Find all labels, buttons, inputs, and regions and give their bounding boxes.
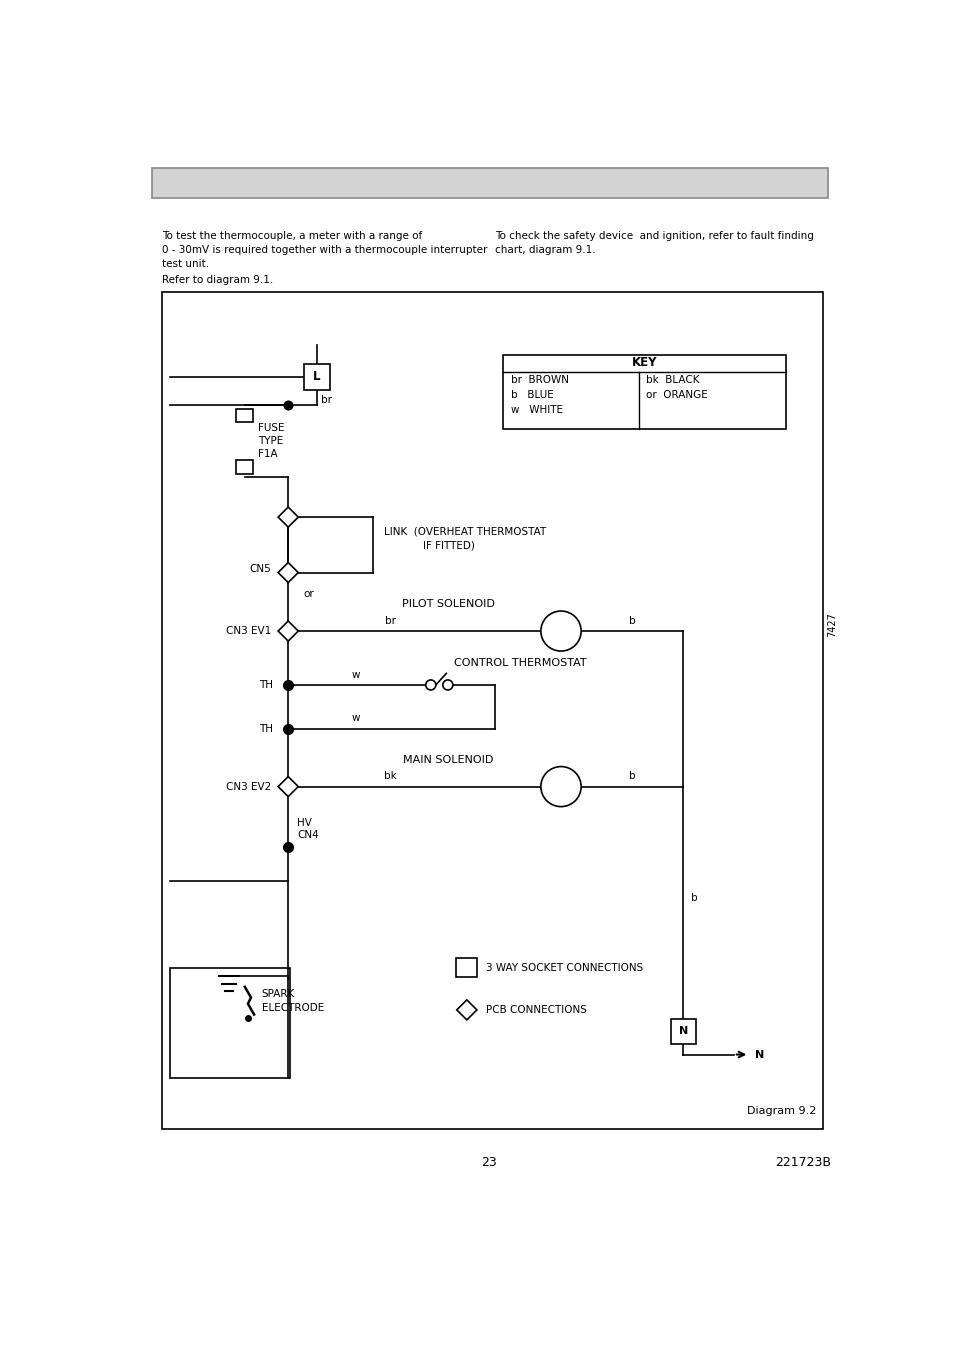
Circle shape xyxy=(442,680,453,690)
Text: PCB CONNECTIONS: PCB CONNECTIONS xyxy=(485,1005,586,1015)
Text: CN5: CN5 xyxy=(249,565,271,574)
Text: CN3 EV1: CN3 EV1 xyxy=(226,626,271,636)
Polygon shape xyxy=(456,1000,476,1020)
Text: br  BROWN
b   BLUE
w   WHITE: br BROWN b BLUE w WHITE xyxy=(510,374,568,415)
Text: b: b xyxy=(691,893,697,904)
Text: CONTROL THERMOSTAT: CONTROL THERMOSTAT xyxy=(454,658,586,667)
Text: b: b xyxy=(628,616,635,626)
Bar xyxy=(303,363,330,390)
Text: bk  BLACK
or  ORANGE: bk BLACK or ORANGE xyxy=(646,374,707,400)
Text: Diagram 9.2: Diagram 9.2 xyxy=(746,1106,816,1116)
Polygon shape xyxy=(278,777,298,797)
Bar xyxy=(456,958,476,977)
Text: 23: 23 xyxy=(480,1156,497,1169)
Text: SPARK
ELECTRODE: SPARK ELECTRODE xyxy=(261,989,324,1013)
Text: TH: TH xyxy=(258,724,273,734)
Text: KEY: KEY xyxy=(631,357,657,369)
Text: bk: bk xyxy=(384,771,396,781)
Text: L: L xyxy=(313,370,320,384)
Text: PILOT SOLENOID: PILOT SOLENOID xyxy=(402,600,495,609)
Text: w: w xyxy=(351,713,359,723)
Bar xyxy=(236,408,253,423)
Bar xyxy=(502,355,785,428)
Circle shape xyxy=(540,766,580,807)
Text: b: b xyxy=(628,771,635,781)
Text: N: N xyxy=(754,1050,763,1059)
Polygon shape xyxy=(278,621,298,642)
Text: HV
CN4: HV CN4 xyxy=(297,819,319,840)
Text: Refer to diagram 9.1.: Refer to diagram 9.1. xyxy=(162,274,273,285)
Text: or: or xyxy=(303,589,314,600)
Bar xyxy=(170,969,290,1078)
Text: To test the thermocouple, a meter with a range of
0 - 30mV is required together : To test the thermocouple, a meter with a… xyxy=(162,231,487,269)
Text: br: br xyxy=(320,396,332,405)
Text: 3 WAY SOCKET CONNECTIONS: 3 WAY SOCKET CONNECTIONS xyxy=(485,962,642,973)
Polygon shape xyxy=(278,562,298,582)
Text: LINK  (OVERHEAT THERMOSTAT
            IF FITTED): LINK (OVERHEAT THERMOSTAT IF FITTED) xyxy=(384,527,546,551)
Text: FUSE
TYPE
F1A: FUSE TYPE F1A xyxy=(257,423,284,459)
Circle shape xyxy=(425,680,436,690)
Text: To check the safety device  and ignition, refer to fault finding
chart, diagram : To check the safety device and ignition,… xyxy=(495,231,813,255)
Bar xyxy=(236,461,253,474)
Bar xyxy=(162,292,822,1129)
Text: w: w xyxy=(351,670,359,680)
Text: N: N xyxy=(679,1027,687,1036)
Circle shape xyxy=(540,611,580,651)
Bar xyxy=(152,169,827,197)
Text: MAIN SOLENOID: MAIN SOLENOID xyxy=(403,755,494,765)
Text: CN3 EV2: CN3 EV2 xyxy=(226,782,271,792)
Text: 7427: 7427 xyxy=(827,612,837,638)
Polygon shape xyxy=(278,507,298,527)
Bar xyxy=(670,1019,695,1044)
Text: br: br xyxy=(385,616,395,627)
Text: 221723B: 221723B xyxy=(775,1156,831,1169)
Text: TH: TH xyxy=(258,680,273,690)
